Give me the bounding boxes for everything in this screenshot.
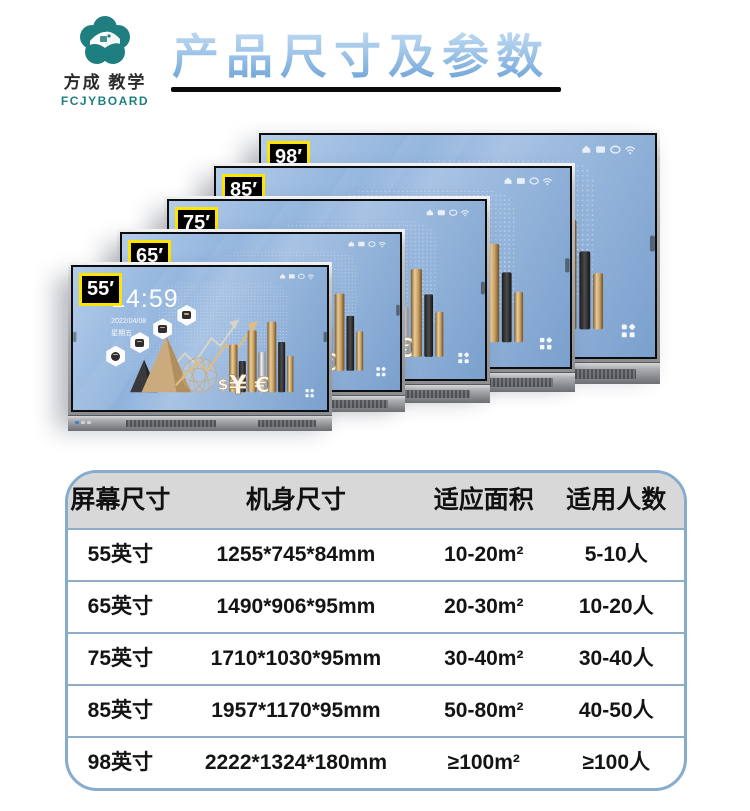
cell-area: 50-80m² <box>444 699 524 723</box>
speaker-grille <box>258 420 317 428</box>
brand-flower-icon <box>80 16 130 64</box>
col-header-area: 适应面积 <box>433 485 534 514</box>
brand-name-cn: 方成 教学 <box>63 73 147 92</box>
cell-people: 40-50人 <box>578 699 654 723</box>
files-glyph <box>158 324 168 333</box>
table-row: 75英寸 1710*1030*95mm 30-40m² 30-40人 <box>68 632 684 684</box>
clock-date: 2022/04/08 <box>111 318 147 326</box>
board-glyph <box>135 338 145 347</box>
app-icon-whiteboard <box>176 304 198 326</box>
speaker-grille <box>398 390 471 399</box>
cell-body-size: 1255*745*84mm <box>216 543 376 567</box>
spec-table: 屏幕尺寸 机身尺寸 适应面积 适用人数 55英寸 1255*745*84mm 1… <box>65 470 687 791</box>
compass-glyph <box>111 351 121 361</box>
cell-screen-size: 85英寸 <box>87 699 154 723</box>
display-55: 14:59 2022/04/08 星期五 55′ <box>68 262 332 431</box>
cell-people: 10-20人 <box>578 595 654 619</box>
app-icon-files <box>152 318 174 340</box>
product-gallery: 98′ 85′ 75′ <box>68 130 660 431</box>
bottom-bezel <box>68 415 332 431</box>
cell-screen-size: 98英寸 <box>87 751 154 775</box>
cell-area: 20-30m² <box>444 595 524 619</box>
size-badge: 55′ <box>79 273 123 306</box>
page-title: 产品尺寸及参数 <box>172 18 550 87</box>
brand-name-en: FCJYBOARD <box>60 94 150 108</box>
cell-screen-size: 55英寸 <box>87 543 154 567</box>
table-row: 98英寸 2222*1324*180mm ≥100m² ≥100人 <box>68 736 684 788</box>
table-row: 65英寸 1490*906*95mm 20-30m² 10-20人 <box>68 580 684 632</box>
hexagon-tile <box>153 318 173 340</box>
cell-screen-size: 75英寸 <box>87 647 154 671</box>
app-icon-board <box>129 332 151 354</box>
speaker-grille <box>126 420 216 428</box>
cell-body-size: 1710*1030*95mm <box>210 647 382 671</box>
cell-people: ≥100人 <box>582 751 651 775</box>
cell-area: ≥100m² <box>447 751 520 775</box>
col-header-people: 适用人数 <box>566 485 667 514</box>
clock-time: 14:59 <box>111 285 179 314</box>
home-clock: 14:59 2022/04/08 星期五 <box>111 287 179 338</box>
display-screen: 14:59 2022/04/08 星期五 55′ <box>71 265 329 412</box>
speaker-grille <box>546 368 636 379</box>
cell-area: 30-40m² <box>444 647 524 671</box>
cell-people: 30-40人 <box>578 647 654 671</box>
brand-logo: 方成 教学 FCJYBOARD <box>50 14 160 108</box>
cell-body-size: 1490*906*95mm <box>216 595 376 619</box>
cell-area: 10-20m² <box>444 543 524 567</box>
pen-glyph <box>182 311 192 320</box>
display-bezel: 14:59 2022/04/08 星期五 55′ <box>68 262 332 415</box>
speaker-grille <box>473 378 554 388</box>
col-header-screen-size: 屏幕尺寸 <box>70 485 171 514</box>
cell-body-size: 2222*1324*180mm <box>204 751 387 775</box>
app-icon-compass <box>105 345 127 367</box>
cell-screen-size: 65英寸 <box>87 595 154 619</box>
hexagon-tile <box>106 345 126 367</box>
col-header-body-size: 机身尺寸 <box>245 485 346 514</box>
table-row: 55英寸 1255*745*84mm 10-20m² 5-10人 <box>68 528 684 580</box>
front-ports <box>74 421 91 425</box>
cell-people: 5-10人 <box>584 543 648 567</box>
cell-body-size: 1957*1170*95mm <box>211 699 381 723</box>
clock-weekday: 星期五 <box>111 330 133 338</box>
title-underline <box>171 87 561 92</box>
speaker-grille <box>324 400 388 408</box>
open-book-glyph <box>90 31 120 48</box>
table-header-row: 屏幕尺寸 机身尺寸 适应面积 适用人数 <box>68 473 684 528</box>
hexagon-tile <box>130 332 150 354</box>
table-row: 85英寸 1957*1170*95mm 50-80m² 40-50人 <box>68 684 684 736</box>
hexagon-tile <box>177 304 197 326</box>
